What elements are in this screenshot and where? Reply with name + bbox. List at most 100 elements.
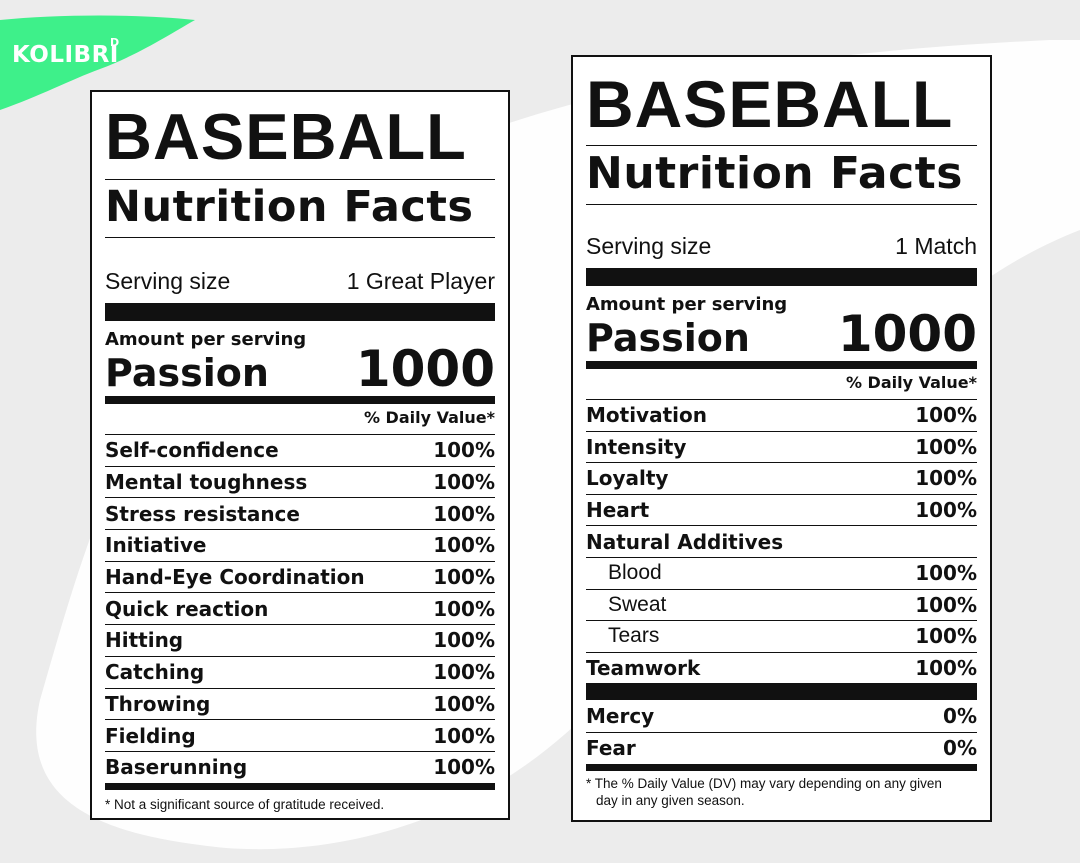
serving-size-row: Serving size 1 Match [586,233,977,260]
nutrient-row: Fielding 100% [105,719,495,751]
nutrient-name: Self-confidence [105,438,279,463]
serving-size-row: Serving size 1 Great Player [105,268,495,295]
nutrient-row: Motivation 100% [586,399,977,431]
label-title: BASEBALL [105,100,467,173]
nutrient-value: 100% [433,628,495,653]
nutrient-value: 100% [433,470,495,495]
nutrient-name: Teamwork [586,656,701,681]
nutrient-row: Sweat 100% [586,588,977,621]
nutrient-name: Blood [608,561,662,585]
nutrient-name: Fear [586,736,636,761]
nutrient-name: Initiative [105,533,207,558]
nutrient-name: Natural Additives [586,529,784,554]
nutrient-row: Tears 100% [586,620,977,652]
nutrient-value: 100% [433,755,495,780]
thick-divider [586,683,977,701]
nutrient-value: 100% [915,624,977,649]
divider [586,145,977,146]
thick-divider [586,361,977,369]
footnote: * The % Daily Value (DV) may vary depend… [586,775,977,810]
nutrient-value: 100% [915,592,977,617]
thick-divider [105,396,495,404]
nutrient-name: Hitting [105,628,184,653]
nutrient-value: 100% [433,723,495,748]
amount-per-serving: Amount per serving [586,294,788,315]
nutrient-row: Teamwork 100% [586,651,977,684]
nutrient-value: 100% [433,501,495,526]
divider [586,204,977,205]
nutrient-value: 100% [915,403,977,428]
nutrient-value: 100% [433,596,495,621]
nutrient-value: 100% [433,691,495,716]
nutrient-row: Hitting 100% [105,624,495,656]
nutrient-row: Stress resistance 100% [105,497,495,529]
serving-size-label: Serving size [105,268,231,294]
nutrient-row: Quick reaction 100% [105,592,495,624]
nutrient-row: Loyalty 100% [586,462,977,494]
nutrient-name: Stress resistance [105,501,300,526]
nutrient-list: Self-confidence 100% Mental toughness 100% S… [105,434,495,783]
nutrient-value: 100% [915,656,977,681]
nutrient-row: Mercy 0% [586,700,977,732]
nutrient-row: Blood 100% [586,556,977,589]
nutrient-value: 100% [433,660,495,685]
nutrient-name: Heart [586,498,650,523]
logo-wing-shape [0,15,195,110]
nutrient-list: Motivation 100% Intensity 100% Loyalty 100% He… [586,399,977,764]
nutrient-name: Catching [105,660,205,685]
footnote-line: * The % Daily Value (DV) may vary depend… [586,775,942,791]
nutrient-name: Hand-Eye Coordination [105,565,365,590]
nutrient-value: 100% [433,438,495,463]
daily-value-header: % Daily Value* [845,373,977,392]
passion-row: Passion 1000 [105,340,495,398]
nutrient-value: 100% [915,561,977,586]
nutrient-row: Throwing 100% [105,687,495,720]
nutrient-value: 100% [915,434,977,459]
footnote-line: day in any given season. [596,793,745,809]
serving-size-label: Serving size [586,233,712,259]
logo-text: KOLIBRI [12,42,119,68]
passion-label: Passion [586,316,750,360]
nutrient-name: Fielding [105,723,196,748]
amount-per-serving: Amount per serving [105,329,307,350]
nutrient-row: Catching 100% [105,655,495,688]
nutrient-name: Baserunning [105,755,248,780]
nutrition-label-right: BASEBALL Nutrition Facts Serving size 1 … [571,55,992,822]
label-subtitle: Nutrition Facts [105,182,474,232]
nutrient-name: Quick reaction [105,596,269,621]
nutrient-row: Baserunning 100% [105,750,495,783]
nutrient-row: Fear 0% [586,731,977,764]
nutrient-row: Intensity 100% [586,430,977,463]
kolibri-logo: KOLIBRI D [0,14,200,110]
nutrient-name: Mental toughness [105,470,308,495]
label-title: BASEBALL [586,67,954,141]
nutrient-value: 0% [943,704,977,729]
nutrient-value: 100% [433,565,495,590]
thick-divider [105,782,495,790]
nutrient-row: Self-confidence 100% [105,434,495,466]
nutrient-row: Natural Additives [586,525,977,557]
nutrient-name: Intensity [586,434,687,459]
passion-value: 1000 [355,340,495,398]
logo-superscript: D [110,36,120,49]
footnote: * Not a significant source of gratitude … [105,796,385,812]
thick-divider [105,303,495,321]
nutrient-name: Sweat [608,592,667,616]
divider [105,237,495,238]
passion-row: Passion 1000 [586,305,977,363]
nutrient-name: Throwing [105,691,211,716]
nutrient-row: Mental toughness 100% [105,465,495,498]
daily-value-header: % Daily Value* [363,408,495,427]
nutrient-name: Mercy [586,704,655,729]
label-subtitle: Nutrition Facts [586,148,963,199]
nutrient-value: 0% [943,736,977,761]
nutrient-name: Tears [608,624,660,648]
serving-size-value: 1 Great Player [346,268,495,294]
nutrient-row: Hand-Eye Coordination 100% [105,560,495,593]
serving-size-value: 1 Match [895,233,977,259]
nutrient-row: Initiative 100% [105,529,495,561]
nutrient-value: 100% [915,466,977,491]
nutrient-name: Motivation [586,403,707,428]
nutrient-value: 100% [433,533,495,558]
nutrient-name: Loyalty [586,466,669,491]
